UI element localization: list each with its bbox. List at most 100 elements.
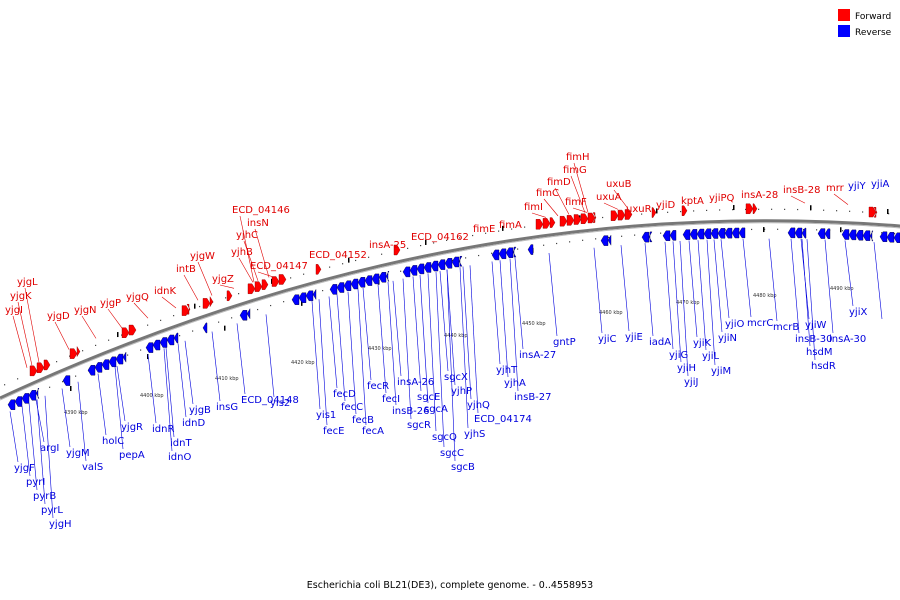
forward-leader-line xyxy=(107,308,123,329)
tick-dot xyxy=(719,209,721,211)
reverse-gene-glyph xyxy=(696,228,705,240)
tick-dot xyxy=(706,209,708,212)
legend-reverse-label: Reverse xyxy=(855,28,892,38)
reverse-leader-line xyxy=(435,271,445,448)
tick-dot xyxy=(712,229,714,232)
major-tick xyxy=(117,332,119,338)
forward-gene-labels: yjgI yjgK yjgL yjgD yjgN yjgP yjgQ idnK … xyxy=(5,152,845,322)
gene-label-fwd: fimG xyxy=(563,165,587,176)
forward-gene-glyph xyxy=(573,214,582,225)
reverse-gene-glyph xyxy=(607,234,612,246)
reverse-leader-line xyxy=(439,270,449,372)
tick-dot xyxy=(303,273,305,275)
reverse-gene-glyphs xyxy=(7,227,900,410)
reverse-leader-line xyxy=(165,347,175,438)
tick-dot xyxy=(173,315,175,317)
reverse-leader-line xyxy=(446,269,456,462)
reverse-leader-line xyxy=(412,276,422,392)
tick-dot xyxy=(849,210,851,212)
reverse-gene-glyph xyxy=(7,399,16,410)
scale-label: 4400 kbp xyxy=(140,393,164,399)
reverse-leader-line xyxy=(806,239,816,361)
major-tick xyxy=(70,385,72,391)
reverse-leader-line xyxy=(742,238,752,318)
tick-dot xyxy=(816,229,818,231)
forward-gene-glyph xyxy=(542,218,551,229)
tick-dot xyxy=(257,308,259,311)
gene-label-fwd: insA-28 xyxy=(741,190,778,201)
gene-label-rev: insB-30 xyxy=(795,334,833,345)
reverse-gene-glyph xyxy=(824,228,831,239)
gene-label-rev: insB-26 xyxy=(392,406,430,417)
reverse-gene-glyph xyxy=(357,277,366,288)
gene-label-rev: sgcA xyxy=(424,404,448,415)
gene-label-fwd: yjgQ xyxy=(126,292,149,303)
reverse-leader-line xyxy=(61,388,71,448)
gene-label-rev: yjhP xyxy=(451,386,472,397)
forward-swatch xyxy=(838,9,850,21)
gene-label-fwd: yjgP xyxy=(100,298,121,309)
forward-gene-glyph xyxy=(559,215,568,227)
gene-label-rev: sgcX xyxy=(444,372,468,383)
tick-dot xyxy=(660,232,662,234)
gene-label-fwd: yjgW xyxy=(190,251,215,262)
tick-dot xyxy=(842,230,844,232)
tick-dot xyxy=(602,216,604,219)
forward-gene-glyph xyxy=(69,348,78,359)
reverse-gene-glyph xyxy=(402,266,411,278)
forward-leader-line xyxy=(12,315,28,368)
reverse-gene-glyph xyxy=(731,227,740,239)
gene-label-fwd: yjgI xyxy=(5,305,23,316)
forward-leader-line xyxy=(133,302,149,319)
reverse-gene-labels: yjgF pyrI pyrB pyrL yjgH argI yjgM valS … xyxy=(14,179,889,530)
tick-dot xyxy=(160,319,162,321)
forward-gene-glyph xyxy=(624,209,633,220)
tick-dot xyxy=(641,213,643,215)
reverse-gene-glyph xyxy=(108,356,117,368)
gene-label-fwd: mrr xyxy=(826,183,845,194)
reverse-gene-glyph xyxy=(378,272,387,283)
tick-dot xyxy=(680,210,682,213)
gene-label-rev: idnO xyxy=(168,452,191,463)
gene-label-rev: yjhT xyxy=(496,365,518,376)
tick-dot xyxy=(140,349,142,351)
reverse-leader-line xyxy=(77,381,87,462)
major-tick xyxy=(425,239,427,245)
reverse-gene-glyph xyxy=(202,322,208,334)
reverse-leader-line xyxy=(116,366,126,422)
gene-label-rev: hsdR xyxy=(811,361,836,372)
gene-label-rev: holC xyxy=(102,436,124,447)
tick-dot xyxy=(823,209,825,211)
legend: Forward Reverse xyxy=(838,9,892,38)
forward-gene-glyph xyxy=(271,276,280,287)
gene-label-fwd: fimF xyxy=(565,197,587,208)
tick-dot xyxy=(465,257,467,259)
gene-label-rev: yjiE xyxy=(625,332,643,343)
major-tick xyxy=(348,257,350,263)
gene-label-rev: yjiX xyxy=(849,307,867,318)
tick-dot xyxy=(543,244,545,246)
gene-label-rev: fecD xyxy=(333,389,356,400)
forward-leader-line xyxy=(573,162,589,213)
reverse-leader-line xyxy=(362,287,372,381)
reverse-leader-line xyxy=(97,373,107,436)
reverse-leader-line xyxy=(35,399,45,443)
reverse-leader-line xyxy=(499,260,509,378)
forward-leader-line xyxy=(24,287,40,363)
forward-gene-glyph xyxy=(247,283,256,295)
scale-label: 4450 kbp xyxy=(522,321,546,327)
tick-dot xyxy=(270,304,272,307)
reverse-leader-line xyxy=(336,294,346,402)
reverse-gene-glyph xyxy=(343,280,352,291)
forward-leader-line xyxy=(254,228,270,278)
tick-dot xyxy=(407,247,409,249)
tick-dot xyxy=(108,339,110,341)
reverse-leader-line xyxy=(387,281,397,406)
gene-label-rev: yjiO xyxy=(725,319,744,330)
gene-label-fwd: ECD_04152 xyxy=(309,250,367,261)
major-tick xyxy=(656,208,658,214)
reverse-gene-glyph xyxy=(385,271,390,282)
gene-label-fwd: uxuB xyxy=(606,179,632,190)
gene-label-fwd: yjgN xyxy=(74,305,97,316)
